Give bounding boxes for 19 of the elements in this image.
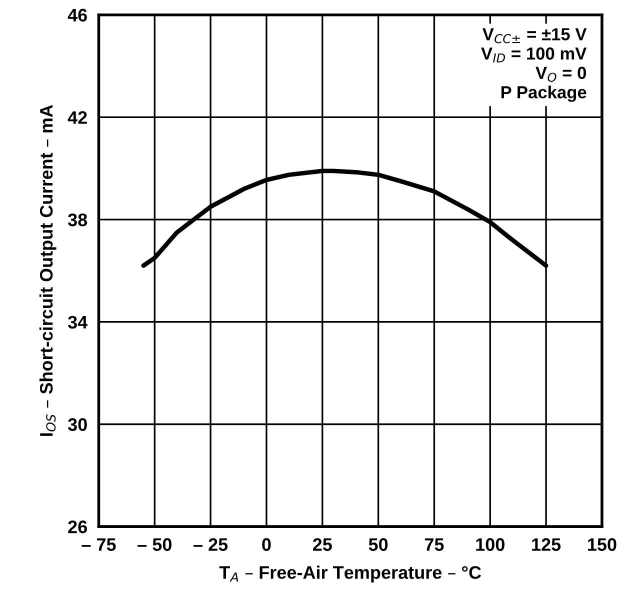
y-tick-label: 38 xyxy=(68,213,88,226)
x-tick-label: – 25 xyxy=(194,538,228,551)
x-tick-label: 50 xyxy=(368,538,388,551)
x-tick-label: 75 xyxy=(424,538,444,551)
y-axis-title: I$_{OS}$ – Short-circuit Output Current – mA xyxy=(39,104,56,436)
y-tick-label: 30 xyxy=(68,418,87,431)
y-tick-label: 26 xyxy=(68,520,87,534)
y-tick-label: 34 xyxy=(68,316,88,329)
text: V$_{CC±}$ = ±15 V V$_{ID}$ = 100 mV V$_{O}$ = 0 P Package xyxy=(481,28,587,102)
y-tick-label: 42 xyxy=(68,111,87,124)
x-tick-label: 150 xyxy=(588,538,616,551)
x-tick-label: 25 xyxy=(312,538,332,551)
x-axis-title: T$_{A}$ – Free-Air Temperature – °C xyxy=(219,566,482,582)
x-tick-label: – 75 xyxy=(82,538,116,551)
x-tick-label: 100 xyxy=(476,538,504,551)
x-tick-label: 125 xyxy=(532,538,561,551)
y-tick-label: 46 xyxy=(68,8,87,22)
x-tick-label: – 50 xyxy=(138,538,172,551)
x-tick-label: 0 xyxy=(262,538,271,551)
